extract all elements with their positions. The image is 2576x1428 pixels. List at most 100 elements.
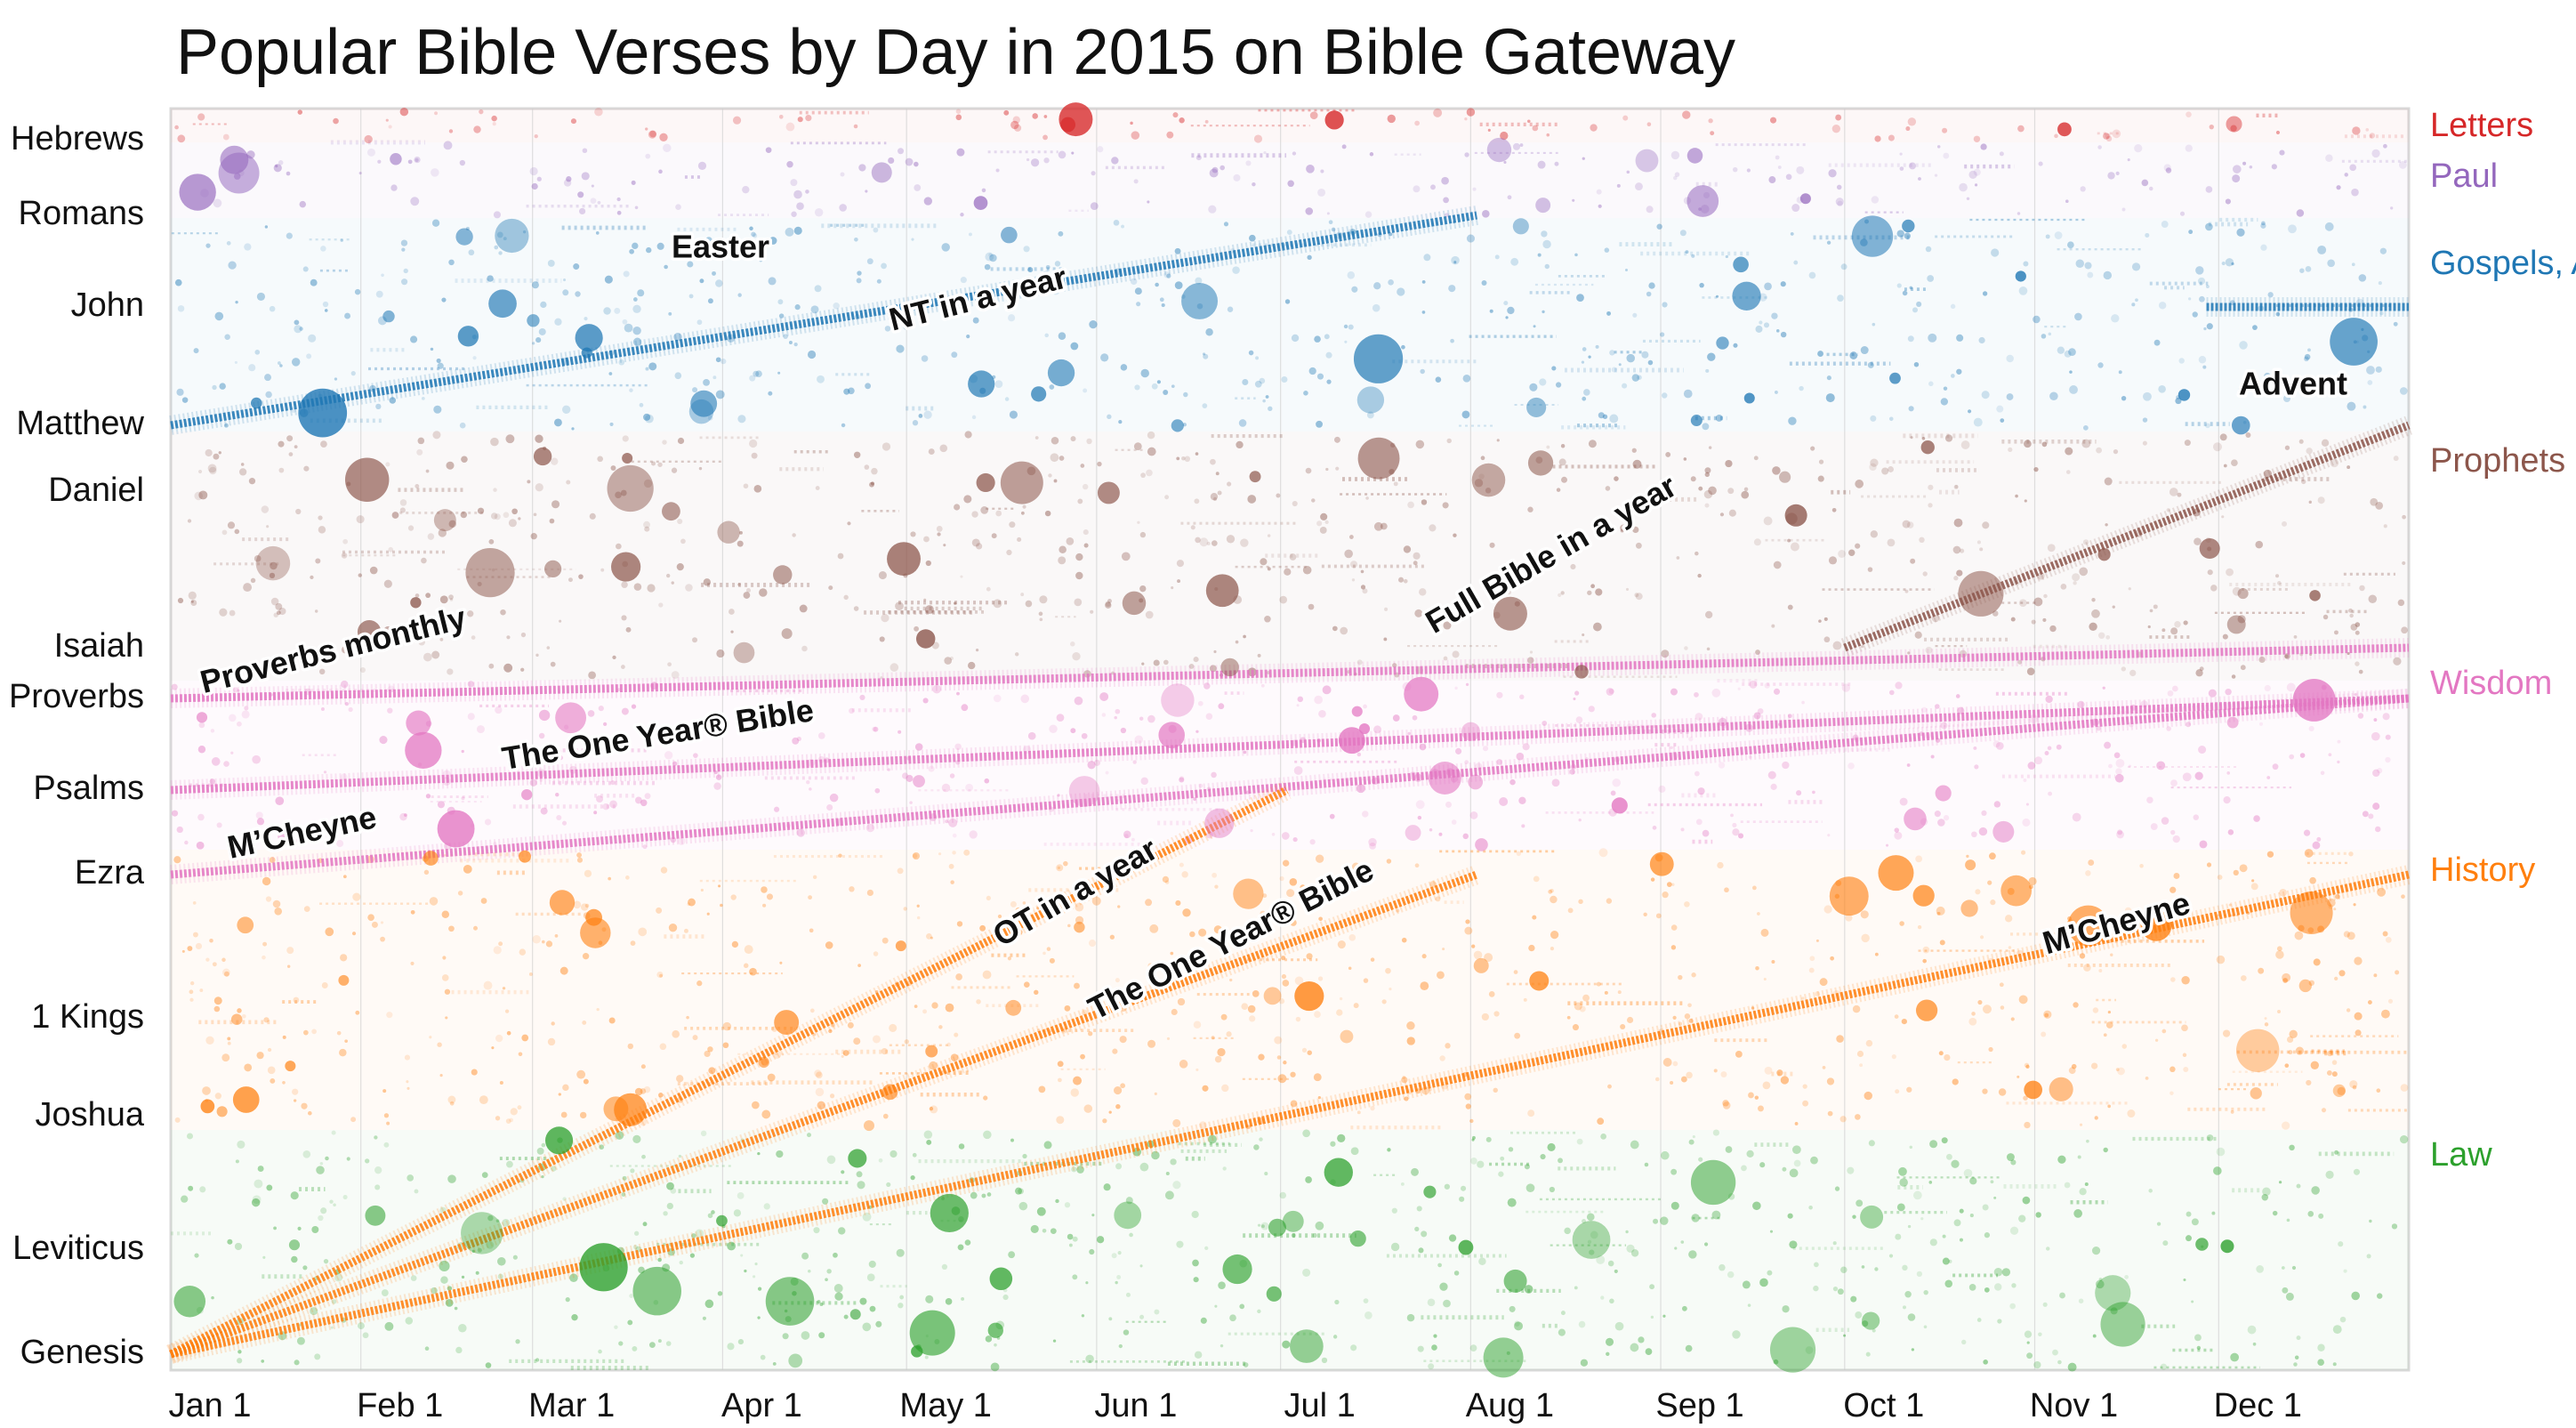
verse-point-law (1453, 1271, 1460, 1276)
verse-point-prophets (2024, 440, 2032, 448)
verse-point-law (2124, 1275, 2129, 1279)
verse-point-wisdom (2337, 739, 2341, 744)
verse-point-paul (796, 202, 804, 210)
verse-point-prophets (799, 604, 808, 613)
verse-point-history (528, 972, 533, 976)
verse-point-wisdom (2199, 840, 2208, 849)
verse-point-wisdom (1197, 700, 1203, 706)
verse-point-paul (1674, 172, 1680, 177)
verse-point-law (964, 1239, 971, 1246)
verse-point-prophets (2105, 634, 2111, 640)
verse-point-paul (2121, 207, 2126, 212)
verse-point-law (1872, 1328, 1876, 1333)
verse-point-law (1200, 1317, 1207, 1324)
popular-verse-dot-history (549, 890, 576, 916)
verse-point-history (1822, 1065, 1826, 1069)
verse-point-history (1865, 1039, 1873, 1047)
verse-point-prophets (1066, 537, 1075, 545)
verse-point-prophets (1324, 520, 1329, 525)
popular-verse-dot-history (1829, 876, 1869, 916)
verse-point-history (1815, 939, 1819, 942)
verse-point-history (2250, 883, 2258, 891)
popular-verse-dot-wisdom (1935, 785, 1952, 802)
verse-point-history (930, 936, 933, 940)
verse-point-gospels-acts (554, 318, 562, 326)
verse-point-gospels-acts (350, 371, 356, 376)
verse-point-gospels-acts (436, 358, 441, 364)
verse-point-wisdom (1737, 687, 1741, 690)
verse-point-gospels-acts (547, 259, 555, 267)
verse-point-history (1720, 1071, 1727, 1078)
verse-point-law (1951, 1159, 1960, 1168)
verse-point-history (2228, 903, 2232, 907)
verse-point-law (614, 1325, 618, 1329)
verse-point-history (1672, 1061, 1678, 1067)
verse-point-prophets (2037, 572, 2045, 580)
verse-point-gospels-acts (1331, 227, 1336, 232)
verse-point-wisdom (1574, 690, 1580, 696)
verse-point-prophets (1453, 533, 1457, 537)
verse-point-history (2281, 1121, 2290, 1130)
verse-point-history (1046, 947, 1051, 951)
verse-point-history (1193, 1021, 1202, 1029)
verse-point-wisdom (610, 780, 616, 786)
verse-point-wisdom (399, 812, 407, 821)
verse-point-gospels-acts (1574, 253, 1578, 257)
verse-point-law (383, 1142, 390, 1148)
popular-verse-dot-prophets (1205, 574, 1239, 608)
verse-point-gospels-acts (308, 334, 317, 343)
verse-point-gospels-acts (971, 415, 977, 420)
verse-point-paul (790, 179, 798, 187)
y-tick-label: Hebrews (11, 120, 144, 157)
verse-point-gospels-acts (918, 414, 923, 418)
verse-point-prophets (294, 445, 298, 449)
verse-point-law (670, 1188, 677, 1194)
verse-point-history (1112, 1048, 1118, 1054)
verse-point-gospels-acts (807, 350, 817, 359)
verse-point-prophets (895, 601, 904, 611)
popular-verse-dot-wisdom (913, 775, 925, 787)
verse-point-wisdom (493, 842, 497, 846)
popular-verse-dot-wisdom (555, 702, 587, 734)
verse-point-history (237, 1008, 242, 1013)
verse-point-law (319, 1161, 324, 1166)
popular-verse-dot-prophets (717, 520, 740, 544)
y-tick-label: Leviticus (12, 1230, 144, 1267)
verse-point-gospels-acts (2198, 356, 2207, 364)
verse-point-gospels-acts (2202, 365, 2207, 369)
verse-point-wisdom (1123, 830, 1131, 839)
verse-point-gospels-acts (214, 311, 224, 321)
verse-point-prophets (1267, 534, 1271, 537)
verse-point-paul (1305, 207, 1314, 215)
verse-point-history (2041, 1031, 2047, 1037)
popular-verse-dot-prophets (2226, 615, 2246, 634)
verse-point-law (1478, 1257, 1486, 1266)
verse-point-wisdom (1322, 685, 1332, 695)
verse-point-wisdom (1796, 790, 1802, 796)
verse-point-gospels-acts (1051, 286, 1060, 295)
verse-point-prophets (546, 646, 551, 649)
verse-point-history (1819, 978, 1828, 987)
verse-point-history (638, 927, 648, 937)
verse-point-gospels-acts (219, 383, 226, 390)
verse-point-gospels-acts (604, 275, 613, 284)
verse-point-law (1662, 1314, 1666, 1318)
verse-point-letters (1012, 116, 1020, 124)
verse-point-law (1390, 1242, 1400, 1252)
verse-point-gospels-acts (1870, 415, 1877, 422)
verse-point-law (663, 1211, 668, 1216)
verse-point-gospels-acts (2205, 222, 2213, 231)
verse-point-prophets (208, 466, 217, 475)
verse-point-prophets (2026, 667, 2035, 676)
verse-point-wisdom (922, 698, 929, 704)
verse-point-letters (1010, 120, 1019, 130)
verse-point-history (922, 1009, 928, 1014)
verse-point-paul (1934, 173, 1938, 177)
verse-point-gospels-acts (2057, 346, 2065, 354)
verse-point-prophets (1034, 436, 1039, 440)
verse-point-gospels-acts (866, 258, 873, 265)
verse-point-wisdom (914, 743, 923, 751)
verse-point-law (310, 1307, 318, 1316)
verse-point-law (856, 1171, 863, 1178)
verse-point-history (1337, 940, 1346, 949)
